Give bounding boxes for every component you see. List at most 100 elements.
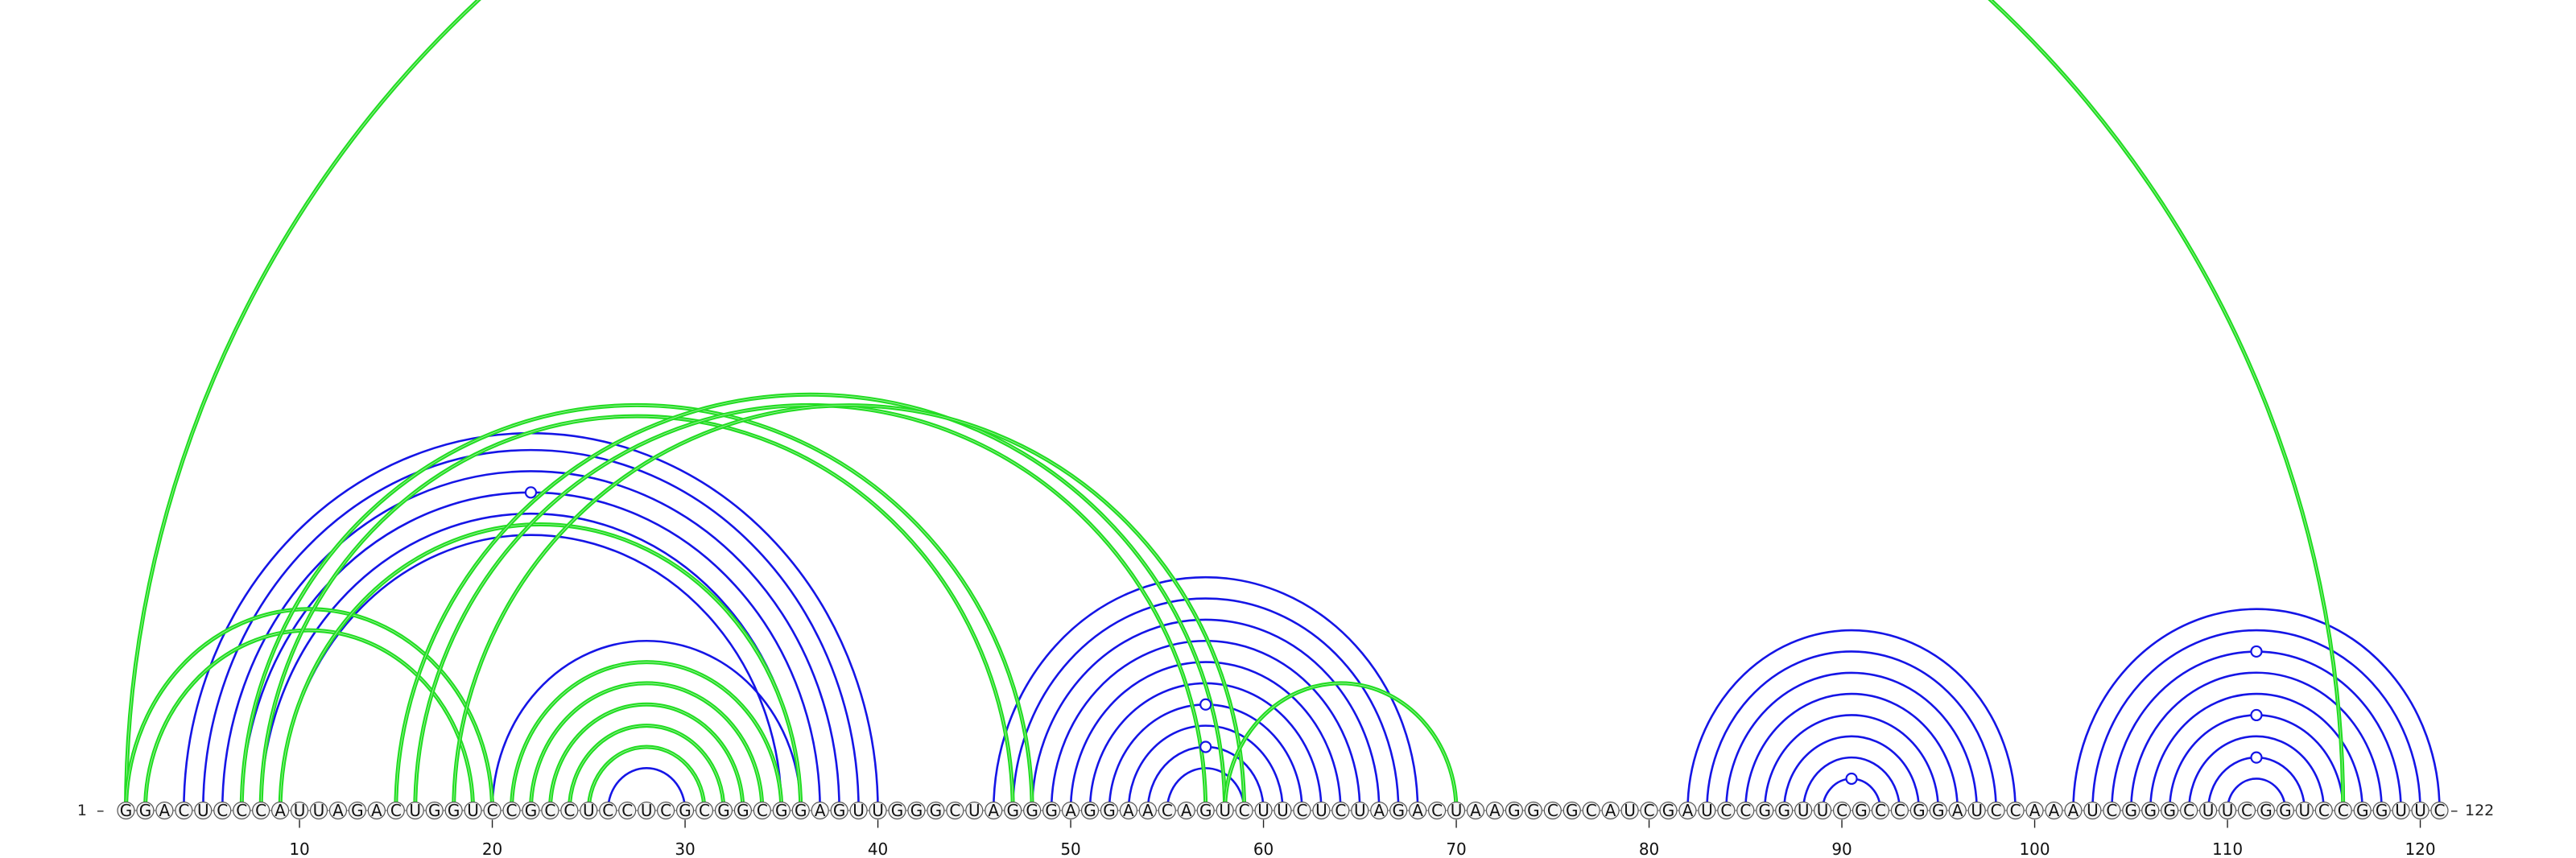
- nucleotide-64: [1331, 801, 1350, 820]
- primary-arc-103-120: [2091, 629, 2421, 812]
- nucleotide-letter-115: C: [2318, 801, 2330, 820]
- nucleotide-33: [733, 801, 753, 820]
- nucleotide-letter-54: A: [1142, 801, 1154, 820]
- nucleotide-103: [2083, 801, 2102, 820]
- arcs-layer: [126, 0, 2441, 813]
- nucleotide-72: [1485, 801, 1505, 820]
- nucleotide-38: [830, 801, 848, 820]
- nucleotide-letter-45: U: [968, 801, 980, 820]
- nucleotide-letter-80: C: [1644, 801, 1655, 820]
- nucleotide-letter-22: G: [525, 801, 538, 820]
- nucleotide-letter-3: A: [159, 801, 171, 820]
- nucleotide-60: [1254, 801, 1273, 820]
- nucleotide-15: [386, 801, 405, 820]
- nucleotide-letter-88: U: [1798, 801, 1810, 820]
- nucleotide-17: [425, 801, 444, 820]
- tick-label-10: 10: [289, 839, 309, 858]
- nucleotide-letter-30: G: [679, 801, 691, 820]
- nucleotide-92: [1871, 801, 1890, 820]
- nucleotide-letter-32: G: [717, 801, 730, 820]
- primary-arc-108-115: [2187, 735, 2326, 812]
- nucleotide-67: [1389, 801, 1408, 820]
- nucleotide-43: [927, 801, 945, 820]
- primary-arc-49-65: [1050, 640, 1361, 812]
- primary-arc-50-64: [1069, 661, 1342, 812]
- nucleotide-letter-13: G: [351, 801, 364, 820]
- nucleotide-letter-64: C: [1335, 801, 1346, 820]
- alternate-arc-highlight-25-31: [588, 746, 705, 811]
- nucleotide-58: [1216, 801, 1234, 820]
- nucleotide-letter-55: C: [1162, 801, 1173, 820]
- alternate-arc-16-57: [413, 403, 1208, 813]
- nucleotide-76: [1563, 801, 1581, 820]
- nucleotide-6: [213, 801, 232, 820]
- nucleotide-12: [328, 801, 348, 820]
- nucleotide-101: [2045, 801, 2063, 820]
- sequence-end-label: 122: [2465, 802, 2494, 819]
- nucleotide-letter-56: A: [1181, 801, 1192, 820]
- pair-marker-109-114: [2250, 751, 2263, 764]
- nucleotide-41: [888, 801, 906, 820]
- nucleotide-71: [1466, 801, 1485, 820]
- nucleotide-letter-70: U: [1451, 801, 1463, 820]
- alternate-arc-highlight-21-35: [511, 662, 782, 811]
- primary-arc-5-39: [202, 448, 860, 812]
- nucleotide-121: [2430, 801, 2449, 820]
- sequence-end-dash: –: [2450, 802, 2458, 819]
- nucleotide-letter-43: G: [930, 801, 943, 820]
- nucleotide-letter-71: A: [1470, 801, 1481, 820]
- primary-arc-20-36: [491, 640, 803, 812]
- nucleotide-19: [464, 801, 482, 820]
- nucleotide-98: [1987, 801, 2005, 820]
- nucleotide-letter-99: C: [2010, 801, 2021, 820]
- nucleotide-letter-89: U: [1817, 801, 1829, 820]
- nucleotide-letter-48: G: [1026, 801, 1038, 820]
- nucleotide-40: [869, 801, 887, 820]
- alternate-arc-highlight-24-32: [568, 725, 724, 811]
- nucleotide-9: [271, 801, 290, 820]
- nucleotide-letter-86: G: [1759, 801, 1772, 820]
- nucleotide-78: [1601, 801, 1620, 820]
- nucleotide-1: [117, 801, 135, 820]
- nucleotide-52: [1100, 801, 1119, 820]
- nucleotide-16: [406, 801, 424, 820]
- nucleotide-95: [1929, 801, 1947, 820]
- tick-label-110: 110: [2212, 839, 2243, 858]
- nucleotide-letter-37: A: [815, 801, 826, 820]
- nucleotide-letter-67: G: [1392, 801, 1405, 820]
- nucleotide-letter-9: A: [275, 801, 286, 820]
- nucleotide-letter-91: G: [1855, 801, 1868, 820]
- tick-label-120: 120: [2405, 839, 2435, 858]
- nucleotide-84: [1717, 801, 1736, 820]
- nucleotide-letter-72: A: [1489, 801, 1501, 820]
- nucleotide-letter-47: G: [1006, 801, 1019, 820]
- nucleotide-88: [1794, 801, 1813, 820]
- tick-label-70: 70: [1446, 839, 1466, 858]
- nucleotide-97: [1967, 801, 1986, 820]
- alternate-arc-1-116: [126, 0, 2343, 811]
- nucleotide-letter-78: A: [1605, 801, 1616, 820]
- nucleotide-93: [1890, 801, 1909, 820]
- nucleotide-106: [2141, 801, 2160, 820]
- primary-arc-88-93: [1802, 756, 1901, 812]
- primary-arc-6-38: [221, 470, 840, 812]
- nucleotide-letter-100: A: [2029, 801, 2041, 820]
- nucleotide-77: [1582, 801, 1600, 820]
- primary-arc-83-98: [1706, 650, 1997, 812]
- nucleotide-letter-69: C: [1431, 801, 1443, 820]
- alternate-arc-58-70: [1223, 681, 1459, 813]
- nucleotide-105: [2122, 801, 2140, 820]
- tick-label-40: 40: [868, 839, 888, 858]
- nucleotide-letter-77: C: [1586, 801, 1597, 820]
- nucleotide-69: [1427, 801, 1447, 820]
- nucleotide-letter-29: C: [660, 801, 671, 820]
- nucleotide-74: [1524, 801, 1542, 820]
- nucleotide-letter-19: U: [467, 801, 479, 820]
- nucleotide-22: [522, 801, 540, 820]
- nucleotide-119: [2392, 801, 2410, 820]
- tick-label-80: 80: [1639, 839, 1659, 858]
- markers-layer: [524, 486, 2263, 786]
- nucleotide-letter-116: C: [2338, 801, 2349, 820]
- nucleotide-letter-5: U: [197, 801, 209, 820]
- nucleotide-90: [1832, 801, 1852, 820]
